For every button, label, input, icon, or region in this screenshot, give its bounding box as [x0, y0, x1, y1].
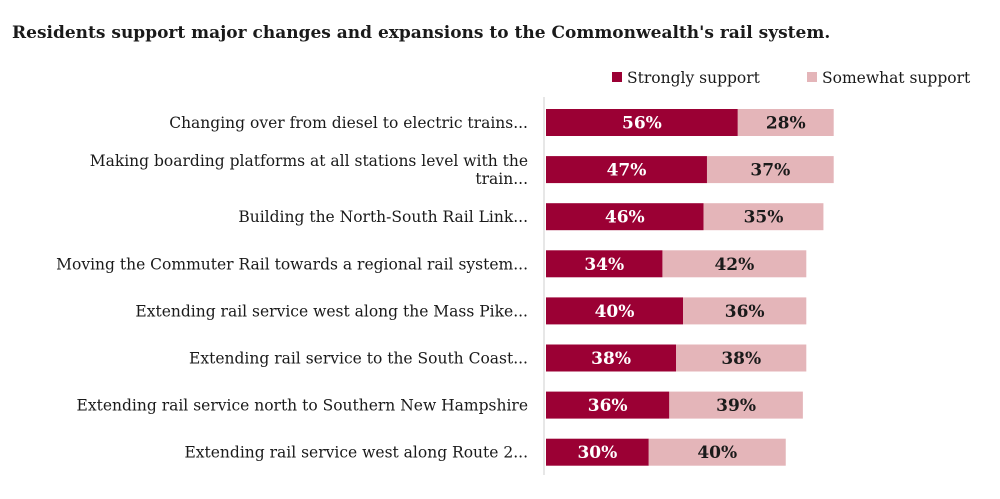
data-label: 42% [714, 255, 754, 275]
bar-segment [546, 250, 663, 278]
bar-series: 56% 28% 47% 37% 46% 35% 34% 42% 40% 36% 38% 38% 36% 3… [546, 109, 834, 466]
bar-segment [737, 109, 834, 136]
legend-swatch [612, 72, 622, 82]
data-label: 30% [577, 443, 617, 463]
category-label: Extending rail service west along the Ma… [135, 302, 528, 320]
category-label: Moving the Commuter Rail towards a regio… [56, 255, 528, 273]
category-label: Changing over from diesel to electric tr… [169, 114, 528, 132]
data-label: 56% [622, 114, 662, 134]
data-label: 34% [584, 255, 624, 275]
bar-segment [546, 344, 677, 372]
bar-segment [546, 438, 649, 466]
bar-segment [683, 297, 807, 325]
category-label: Extending rail service to the South Coas… [189, 350, 528, 368]
data-label: 46% [605, 208, 645, 228]
category-label: Extending rail service west along Route … [184, 444, 528, 462]
bar-segment [706, 156, 834, 184]
data-label: 36% [725, 302, 765, 322]
category-label: Extending rail service north to Southern… [77, 397, 528, 415]
category-label: Building the North-South Rail Link... [238, 208, 528, 226]
bar-segment [546, 109, 738, 136]
data-label: 28% [766, 114, 806, 134]
chart-title: Residents support major changes and expa… [12, 23, 830, 43]
data-label: 40% [697, 443, 737, 463]
bar-segment [546, 203, 704, 231]
bar-segment [662, 250, 807, 278]
chart-legend: Strongly support Somewhat support [612, 69, 971, 87]
bar-segment [676, 344, 807, 372]
bar-segment [648, 438, 786, 466]
data-label: 39% [716, 396, 756, 416]
legend-swatch [807, 72, 817, 82]
bar-segment [546, 156, 707, 184]
bar-segment [703, 203, 824, 231]
data-label: 35% [744, 208, 784, 228]
legend-label: Somewhat support [822, 69, 971, 87]
category-labels: Changing over from diesel to electric tr… [56, 114, 528, 462]
bar-segment [546, 391, 670, 419]
category-label: Making boarding platforms at all station… [90, 152, 528, 170]
data-label: 47% [607, 161, 647, 181]
bar-segment [546, 297, 683, 325]
data-label: 40% [595, 302, 635, 322]
data-label: 36% [588, 396, 628, 416]
legend-label: Strongly support [627, 69, 761, 87]
data-label: 38% [591, 349, 631, 369]
data-label: 38% [721, 349, 761, 369]
data-label: 37% [750, 161, 790, 181]
bar-segment [669, 391, 803, 419]
category-label: train... [475, 170, 528, 188]
